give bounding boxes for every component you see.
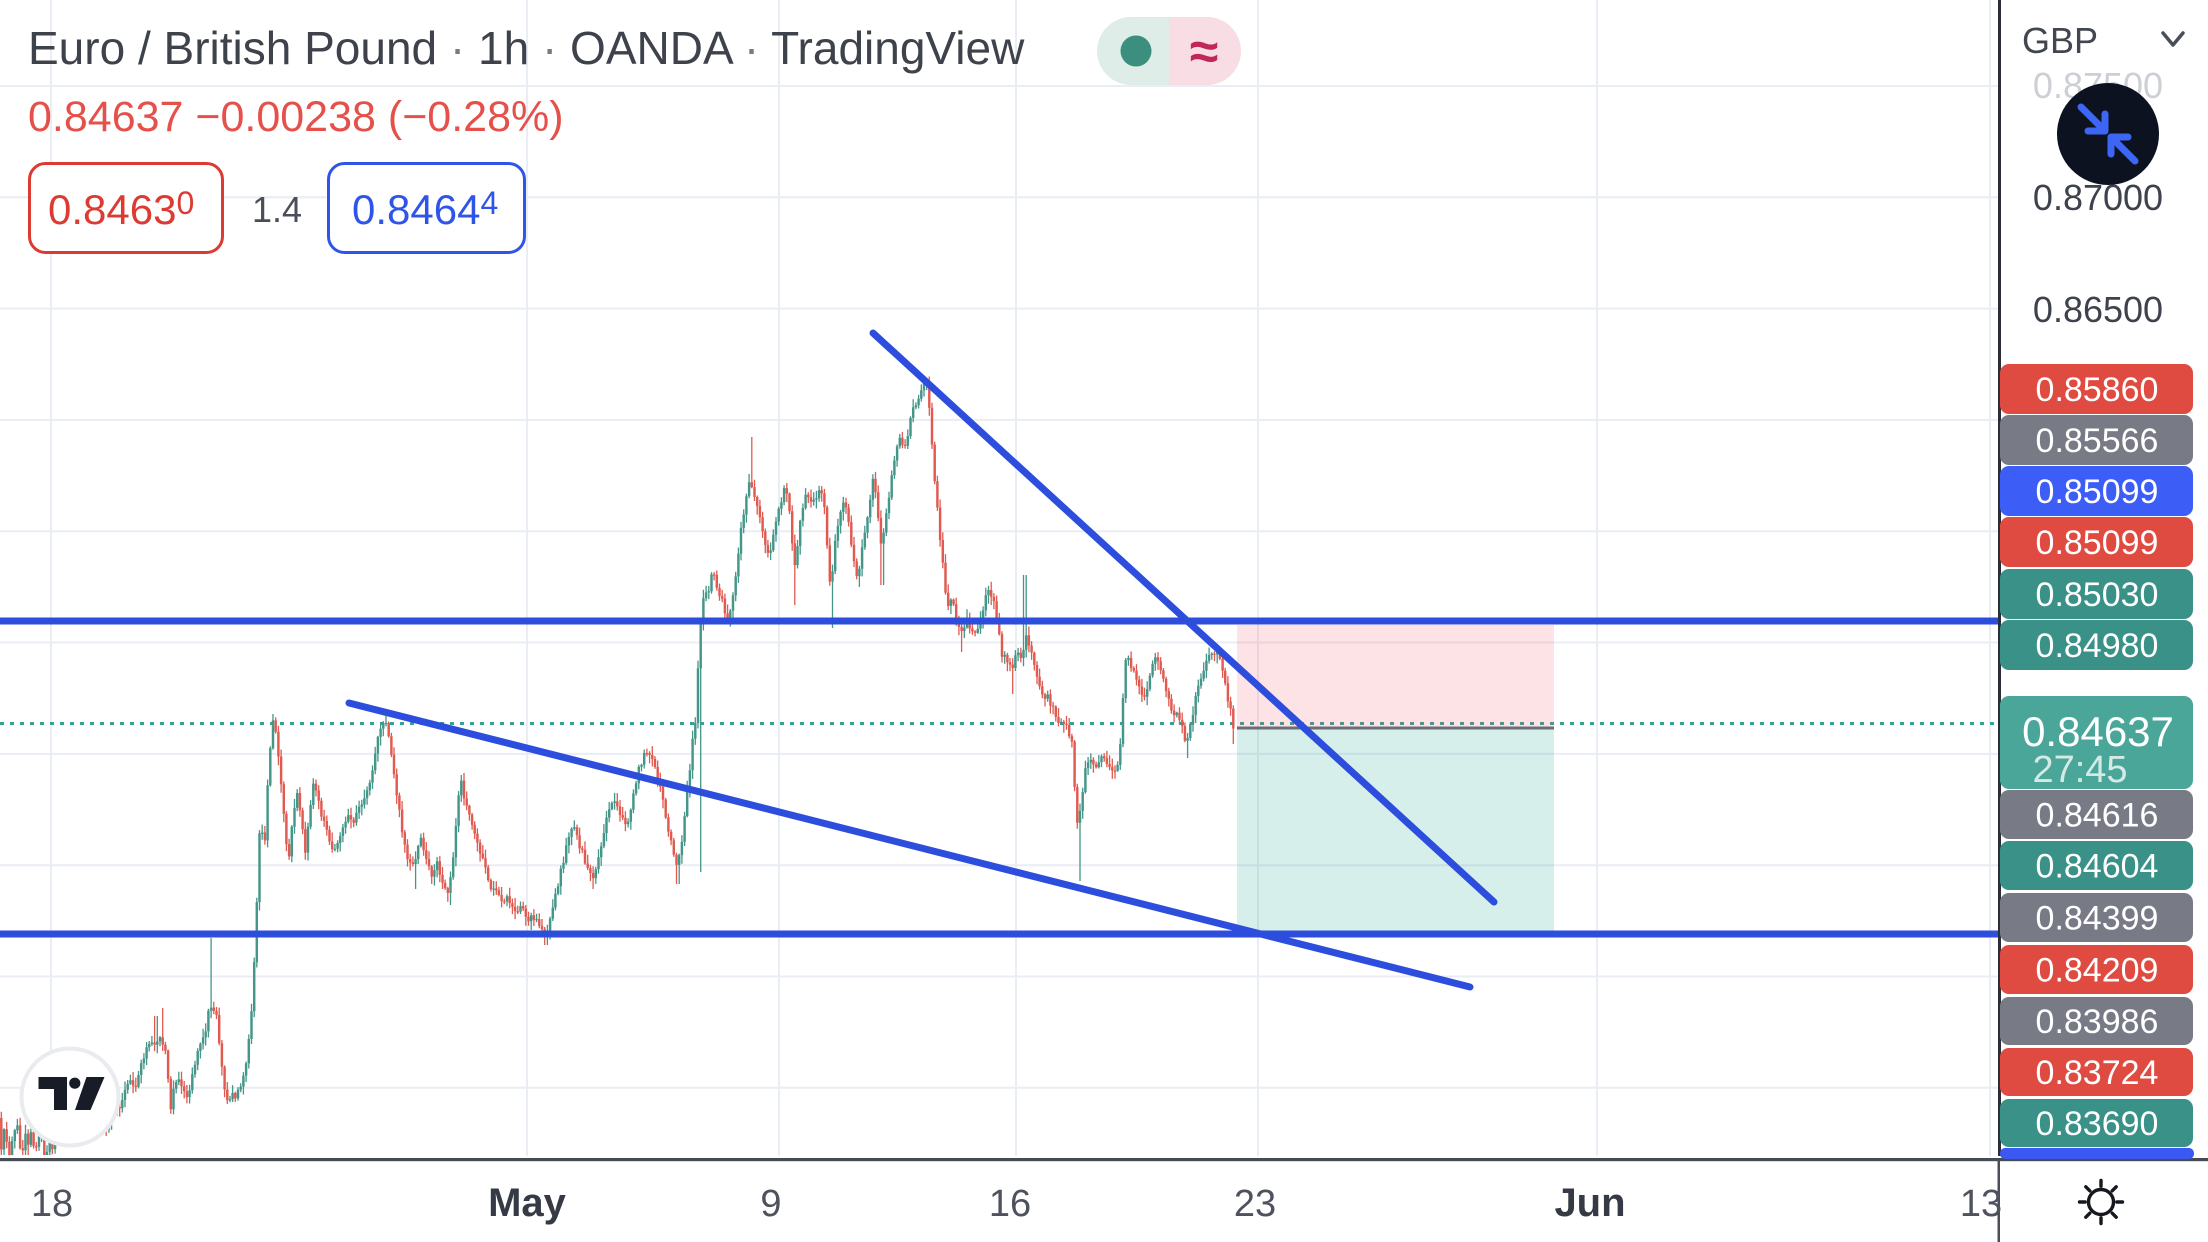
svg-text:0.85860: 0.85860 bbox=[2036, 371, 2159, 409]
svg-text:16: 16 bbox=[989, 1183, 1031, 1225]
svg-text:Jun: Jun bbox=[1554, 1181, 1625, 1225]
svg-text:0.85099: 0.85099 bbox=[2036, 473, 2159, 511]
svg-text:27:45: 27:45 bbox=[2032, 749, 2127, 791]
svg-text:0.85566: 0.85566 bbox=[2036, 422, 2159, 460]
svg-text:0.84637 −0.00238 (−0.28%): 0.84637 −0.00238 (−0.28%) bbox=[28, 93, 564, 141]
svg-text:0.84980: 0.84980 bbox=[2036, 627, 2159, 665]
svg-text:9: 9 bbox=[760, 1183, 781, 1225]
svg-text:0.83986: 0.83986 bbox=[2036, 1003, 2159, 1041]
svg-text:0.84630: 0.84630 bbox=[48, 185, 194, 233]
svg-text:0.85030: 0.85030 bbox=[2036, 576, 2159, 614]
svg-text:0.84604: 0.84604 bbox=[2036, 848, 2159, 886]
svg-text:1.4: 1.4 bbox=[252, 189, 302, 230]
svg-text:0.86500: 0.86500 bbox=[2033, 289, 2163, 330]
svg-text:0.84209: 0.84209 bbox=[2036, 952, 2159, 990]
svg-text:0.84644: 0.84644 bbox=[352, 185, 498, 233]
svg-text:13: 13 bbox=[1960, 1183, 2002, 1225]
svg-text:May: May bbox=[488, 1181, 567, 1225]
svg-text:Euro / British Pound · 1h · OA: Euro / British Pound · 1h · OANDA · Trad… bbox=[28, 22, 1025, 74]
svg-text:0.83690: 0.83690 bbox=[2036, 1105, 2159, 1143]
svg-text:GBP: GBP bbox=[2022, 20, 2098, 61]
svg-text:0.85099: 0.85099 bbox=[2036, 524, 2159, 562]
svg-text:0.83724: 0.83724 bbox=[2036, 1054, 2159, 1092]
svg-text:0.84637: 0.84637 bbox=[2022, 708, 2174, 755]
svg-text:0.84616: 0.84616 bbox=[2036, 797, 2159, 835]
svg-text:23: 23 bbox=[1234, 1183, 1276, 1225]
svg-text:18: 18 bbox=[31, 1183, 73, 1225]
svg-text:≈: ≈ bbox=[1190, 23, 1219, 81]
svg-text:0.84399: 0.84399 bbox=[2036, 900, 2159, 938]
